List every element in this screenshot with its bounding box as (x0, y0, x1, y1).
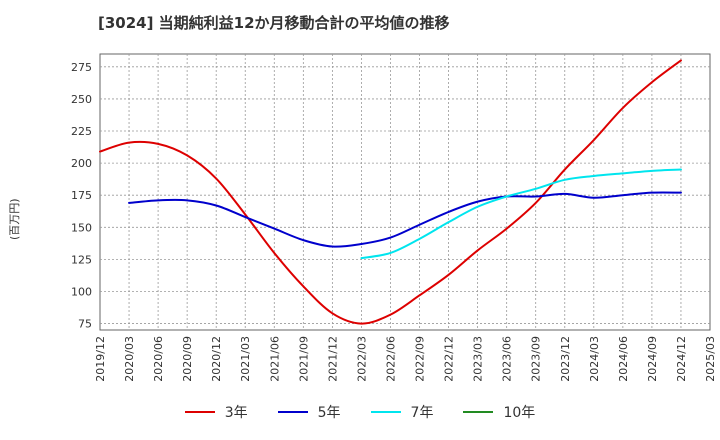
legend-item: 3年 (184, 402, 248, 422)
x-tick-label: 2024/09 (646, 336, 659, 382)
series-lines (99, 59, 682, 325)
legend-item: 5年 (277, 402, 341, 422)
x-tick-label: 2023/12 (559, 336, 572, 382)
y-tick-label: 100 (71, 285, 92, 298)
x-tick-label: 2022/12 (443, 336, 456, 382)
x-tick-label: 2022/03 (355, 336, 368, 382)
y-tick-label: 275 (71, 61, 92, 74)
series-line-3 (360, 168, 682, 260)
plot-area (99, 53, 711, 331)
x-tick-label: 2022/09 (414, 336, 427, 382)
y-tick-label: 175 (71, 189, 92, 202)
series-line-1 (99, 59, 682, 325)
y-tick-label: 75 (78, 318, 92, 331)
legend: 3年 5年 7年 10年 (0, 402, 720, 422)
x-tick-labels: 2019/12 2020/03 2020/06 2020/09 2020/12 2021/… (94, 336, 717, 382)
y-tick-label: 125 (71, 253, 92, 266)
y-tick-label: 200 (71, 157, 92, 170)
x-tick-label: 2020/09 (181, 336, 194, 382)
series-line-2 (128, 191, 682, 248)
y-tick-label: 225 (71, 125, 92, 138)
legend-label: 10年 (503, 405, 536, 421)
x-tick-label: 2023/09 (530, 336, 543, 382)
x-tick-label: 2019/12 (94, 336, 107, 382)
chart-title: [3024] 当期純利益12か月移動合計の平均値の推移 (98, 14, 450, 32)
legend-swatch (277, 411, 308, 413)
y-tick-labels: 75 100 125 150 175 200 225 250 275 (71, 61, 92, 331)
x-tick-label: 2021/03 (239, 336, 252, 382)
x-tick-label: 2020/06 (152, 336, 165, 382)
x-tick-label: 2020/12 (210, 336, 223, 382)
x-tick-label: 2024/06 (617, 336, 630, 382)
x-tick-label: 2024/03 (588, 336, 601, 382)
legend-item: 7年 (370, 402, 434, 422)
legend-swatch (463, 411, 494, 413)
x-tick-label: 2025/03 (704, 336, 717, 382)
legend-swatch (184, 411, 215, 413)
legend-label: 3年 (224, 405, 248, 421)
legend-label: 5年 (317, 405, 341, 421)
grid-lines (100, 54, 710, 330)
x-tick-label: 2023/06 (501, 336, 514, 382)
x-tick-label: 2021/06 (268, 336, 281, 382)
x-tick-label: 2021/12 (326, 336, 339, 382)
x-tick-label: 2021/09 (297, 336, 310, 382)
legend-item: 10年 (463, 402, 535, 422)
y-tick-label: 250 (71, 93, 92, 106)
x-tick-label: 2023/03 (472, 336, 485, 382)
legend-label: 7年 (410, 405, 434, 421)
x-tick-label: 2022/06 (384, 336, 397, 382)
x-tick-label: 2020/03 (123, 336, 136, 382)
y-tick-label: 150 (71, 221, 92, 234)
x-tick-label: 2024/12 (675, 336, 688, 382)
legend-swatch (370, 411, 401, 413)
